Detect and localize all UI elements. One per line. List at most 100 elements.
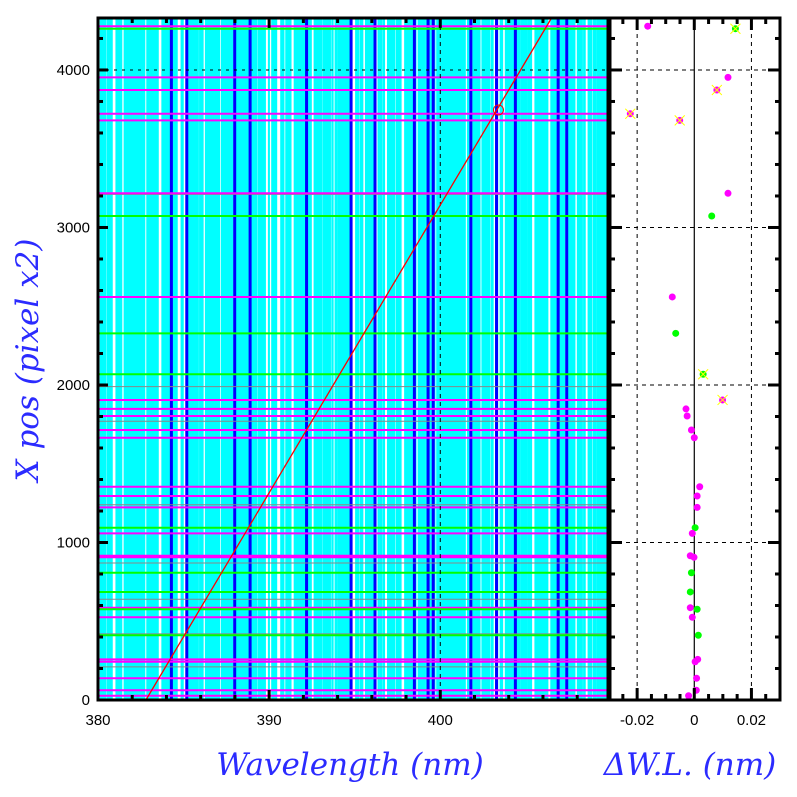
cyan-reference-line <box>251 18 255 700</box>
cyan-reference-line <box>99 18 105 700</box>
cyan-reference-line <box>164 18 169 700</box>
y-tick-label: 1000 <box>57 534 90 551</box>
rejected-marker <box>624 108 636 120</box>
x-tick-label: -0.02 <box>620 712 654 729</box>
cyan-reference-line <box>566 18 573 700</box>
cyan-reference-line <box>395 18 401 700</box>
cyan-reference-line <box>152 18 159 700</box>
cyan-reference-line <box>224 18 228 700</box>
y-tick-label: 0 <box>82 692 90 709</box>
x-tick-label: 380 <box>85 712 110 729</box>
fit-line <box>145 17 553 701</box>
cyan-reference-line <box>135 18 138 700</box>
cyan-reference-line <box>137 18 145 700</box>
cyan-reference-line <box>106 18 111 700</box>
cyan-reference-line <box>308 18 312 700</box>
cyan-reference-line <box>199 18 204 700</box>
cyan-reference-line <box>404 18 410 700</box>
cyan-reference-line <box>359 18 364 700</box>
cyan-reference-line <box>421 18 426 700</box>
cyan-reference-line <box>477 18 481 700</box>
cyan-reference-line <box>239 18 247 700</box>
cyan-reference-line <box>483 18 491 700</box>
x-axis-label-residual: ΔW.L. (nm) <box>603 747 777 783</box>
axis-labels: Wavelength (nm) ΔW.L. (nm) X pos (pixel … <box>10 239 776 783</box>
cyan-reference-line <box>598 18 606 700</box>
cyan-reference-line <box>131 18 137 700</box>
residual-point <box>693 503 701 511</box>
wavelength-fit-panel: 0 1000 2000 3000 4000 380 390 400 <box>57 16 611 729</box>
cyan-reference-line <box>399 18 402 700</box>
cyan-reference-line <box>487 18 490 700</box>
cyan-reference-line <box>534 18 539 700</box>
residual-point <box>683 412 691 420</box>
cyan-reference-line <box>317 18 323 700</box>
cyan-reference-line <box>115 18 121 700</box>
cyan-reference-line <box>313 18 317 700</box>
cyan-reference-line <box>407 18 415 700</box>
residual-point <box>691 658 699 666</box>
residual-point <box>687 569 695 577</box>
cyan-reference-line <box>175 18 178 700</box>
blue-reference-line <box>412 18 416 700</box>
cyan-reference-line <box>188 18 194 700</box>
cyan-reference-line <box>340 18 343 700</box>
cyan-reference-line <box>229 18 234 700</box>
cyan-reference-line <box>212 18 217 700</box>
cyan-reference-line <box>580 18 583 700</box>
cyan-reference-line <box>274 18 278 700</box>
residual-point <box>686 588 694 596</box>
residual-point <box>694 631 702 639</box>
cyan-reference-line <box>455 18 460 700</box>
cyan-reference-line <box>510 18 515 700</box>
cyan-reference-line <box>436 18 442 700</box>
cyan-reference-line <box>148 18 154 700</box>
blue-reference-line <box>169 18 173 700</box>
residual-point <box>688 529 696 537</box>
plot-frame <box>608 16 782 702</box>
residual-point <box>693 492 701 500</box>
cyan-reference-line <box>490 18 494 700</box>
cyan-reference-line <box>558 18 564 700</box>
cyan-reference-line <box>504 18 510 700</box>
cyan-reference-line <box>529 18 533 700</box>
cyan-reference-line <box>545 18 549 700</box>
blue-reference-line <box>565 18 569 700</box>
x-tick-label: 0.02 <box>737 712 766 729</box>
cyan-reference-line <box>499 18 504 700</box>
cyan-reference-line <box>596 18 600 700</box>
cyan-reference-line <box>280 18 285 700</box>
cyan-reference-line <box>125 18 131 700</box>
cyan-reference-line <box>267 18 270 700</box>
cyan-reference-line <box>466 18 472 700</box>
blue-reference-line <box>495 18 499 700</box>
cyan-reference-line <box>110 18 113 700</box>
blue-reference-line <box>469 18 473 700</box>
cyan-reference-line <box>216 18 221 700</box>
cyan-reference-line <box>103 18 107 700</box>
cyan-reference-line <box>417 18 425 700</box>
cyan-reference-line <box>234 18 241 700</box>
cyan-reference-line <box>296 18 299 700</box>
marked-point <box>492 104 504 116</box>
residual-point <box>724 189 732 197</box>
residual-point <box>691 524 699 532</box>
residual-point <box>693 674 701 682</box>
residual-point <box>690 553 698 561</box>
cyan-reference-line <box>331 18 334 700</box>
cyan-reference-line <box>382 18 386 700</box>
cyan-reference-line <box>543 18 548 700</box>
blue-reference-line <box>556 18 560 700</box>
cyan-reference-line <box>196 18 199 700</box>
residual-point <box>686 604 694 612</box>
cyan-reference-line <box>576 18 583 700</box>
y-tick-label: 3000 <box>57 219 90 236</box>
residual-point <box>688 613 696 621</box>
rejected-marker <box>717 394 728 406</box>
cyan-reference-line <box>244 18 251 700</box>
cyan-reference-line <box>520 18 526 700</box>
cyan-reference-line <box>161 18 166 700</box>
blue-reference-line <box>513 18 517 700</box>
cyan-reference-line <box>364 18 371 700</box>
